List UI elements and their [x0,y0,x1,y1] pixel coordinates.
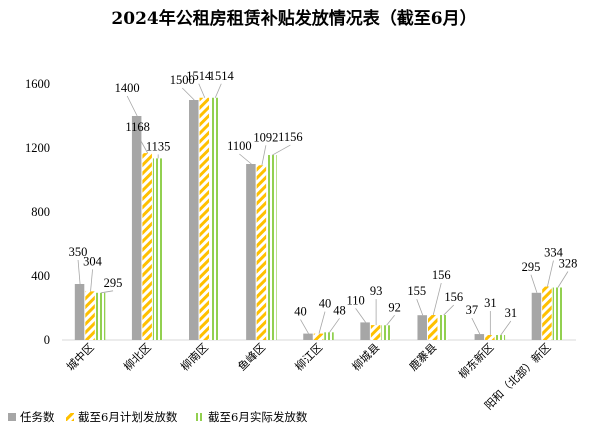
data-label: 156 [444,290,463,304]
data-label: 328 [559,257,578,271]
x-category-label: 柳北区 [121,340,154,373]
data-label-leader [557,271,569,288]
bar-task [131,116,142,340]
data-label-leader [416,299,424,316]
x-category-label: 柳城县 [349,340,382,373]
data-label: 1400 [115,81,140,95]
bar-actual [552,287,563,340]
bar-task [531,292,542,340]
data-label-leader [198,83,206,98]
bar-task [474,334,485,340]
data-label: 1092 [253,130,278,144]
data-label-leader [90,269,93,292]
bar-actual [438,315,448,340]
bar-planned [313,333,324,340]
data-label-leader [261,145,267,166]
data-label: 110 [346,293,364,307]
bar-task [417,315,427,340]
bar-task [74,284,85,340]
data-label: 295 [522,260,541,274]
data-label-leader [272,144,291,156]
x-category-label: 鹿寨县 [406,340,439,373]
data-label-leader [355,308,366,323]
data-label-leader [77,259,81,285]
data-label-leader [547,260,554,287]
data-label: 31 [505,306,518,320]
data-label-leader [329,318,340,333]
legend-swatch [196,413,204,421]
bar-task [303,333,313,340]
data-label: 48 [333,303,346,317]
bar-planned [199,97,210,340]
y-tick-label: 0 [44,333,50,347]
y-tick-label: 800 [31,205,50,219]
data-label: 1156 [278,130,303,144]
bar-task [189,100,199,340]
data-label: 1514 [209,69,235,83]
chart-title: 2024年公租房租赁补贴发放情况表（截至6月） [111,8,476,29]
bar-planned [542,286,552,340]
legend-swatch [66,413,74,421]
data-label: 304 [83,254,103,268]
data-label-leader [386,315,395,326]
data-label: 1514 [186,69,212,83]
bar-actual [495,335,506,340]
data-label-leader [181,87,195,101]
bar-planned [485,335,495,340]
data-label-leader [137,134,149,154]
bar-planned [427,315,438,340]
data-label: 1500 [170,73,195,87]
bar-planned [256,165,267,340]
bar-actual [267,155,277,340]
y-tick-label: 1200 [25,141,50,155]
data-label: 1168 [125,120,150,134]
bar-task [360,322,370,340]
x-category-label: 柳东新区 [455,340,496,381]
data-label: 155 [407,284,426,298]
data-label: 156 [432,268,451,282]
bar-actual [324,332,334,340]
x-category-label: 鱼峰区 [235,340,268,373]
bar-planned [142,153,152,340]
bar-actual [152,158,163,340]
x-category-label: 柳江区 [292,340,325,373]
bar-actual [95,292,106,340]
bar-task [246,164,256,340]
data-label-leader [500,320,512,336]
bar-actual [381,325,391,340]
data-label-leader [239,153,252,165]
data-label-leader [443,304,455,316]
bar-planned [370,325,381,340]
data-label-leader [214,83,222,98]
data-label: 92 [388,300,401,314]
data-label: 1100 [227,139,252,153]
data-label: 37 [466,303,479,317]
data-label: 40 [294,305,307,319]
legend-swatch [8,413,16,421]
x-category-label: 柳南区 [178,340,211,373]
data-label: 350 [69,245,88,259]
data-label: 31 [484,296,497,310]
data-label-leader [100,290,114,294]
y-tick-label: 1600 [25,77,50,91]
legend-label: 任务数 [20,410,55,424]
data-label-leader [471,317,481,335]
data-label-leader [300,319,309,334]
data-label: 295 [104,276,123,290]
legend-label: 截至6月计划发放数 [78,410,178,424]
data-label: 334 [544,246,564,260]
data-label-leader [126,95,138,117]
data-label-leader [530,274,538,293]
data-label: 93 [370,284,383,298]
data-label-leader [318,311,326,334]
x-category-label: 城中区 [64,341,97,374]
y-tick-label: 400 [31,269,50,283]
legend-label: 截至6月实际发放数 [208,410,308,424]
data-label: 1135 [146,139,171,153]
bar-planned [85,291,95,340]
bar-actual [210,97,220,340]
data-label: 40 [319,297,332,311]
data-label-leader [432,282,442,316]
